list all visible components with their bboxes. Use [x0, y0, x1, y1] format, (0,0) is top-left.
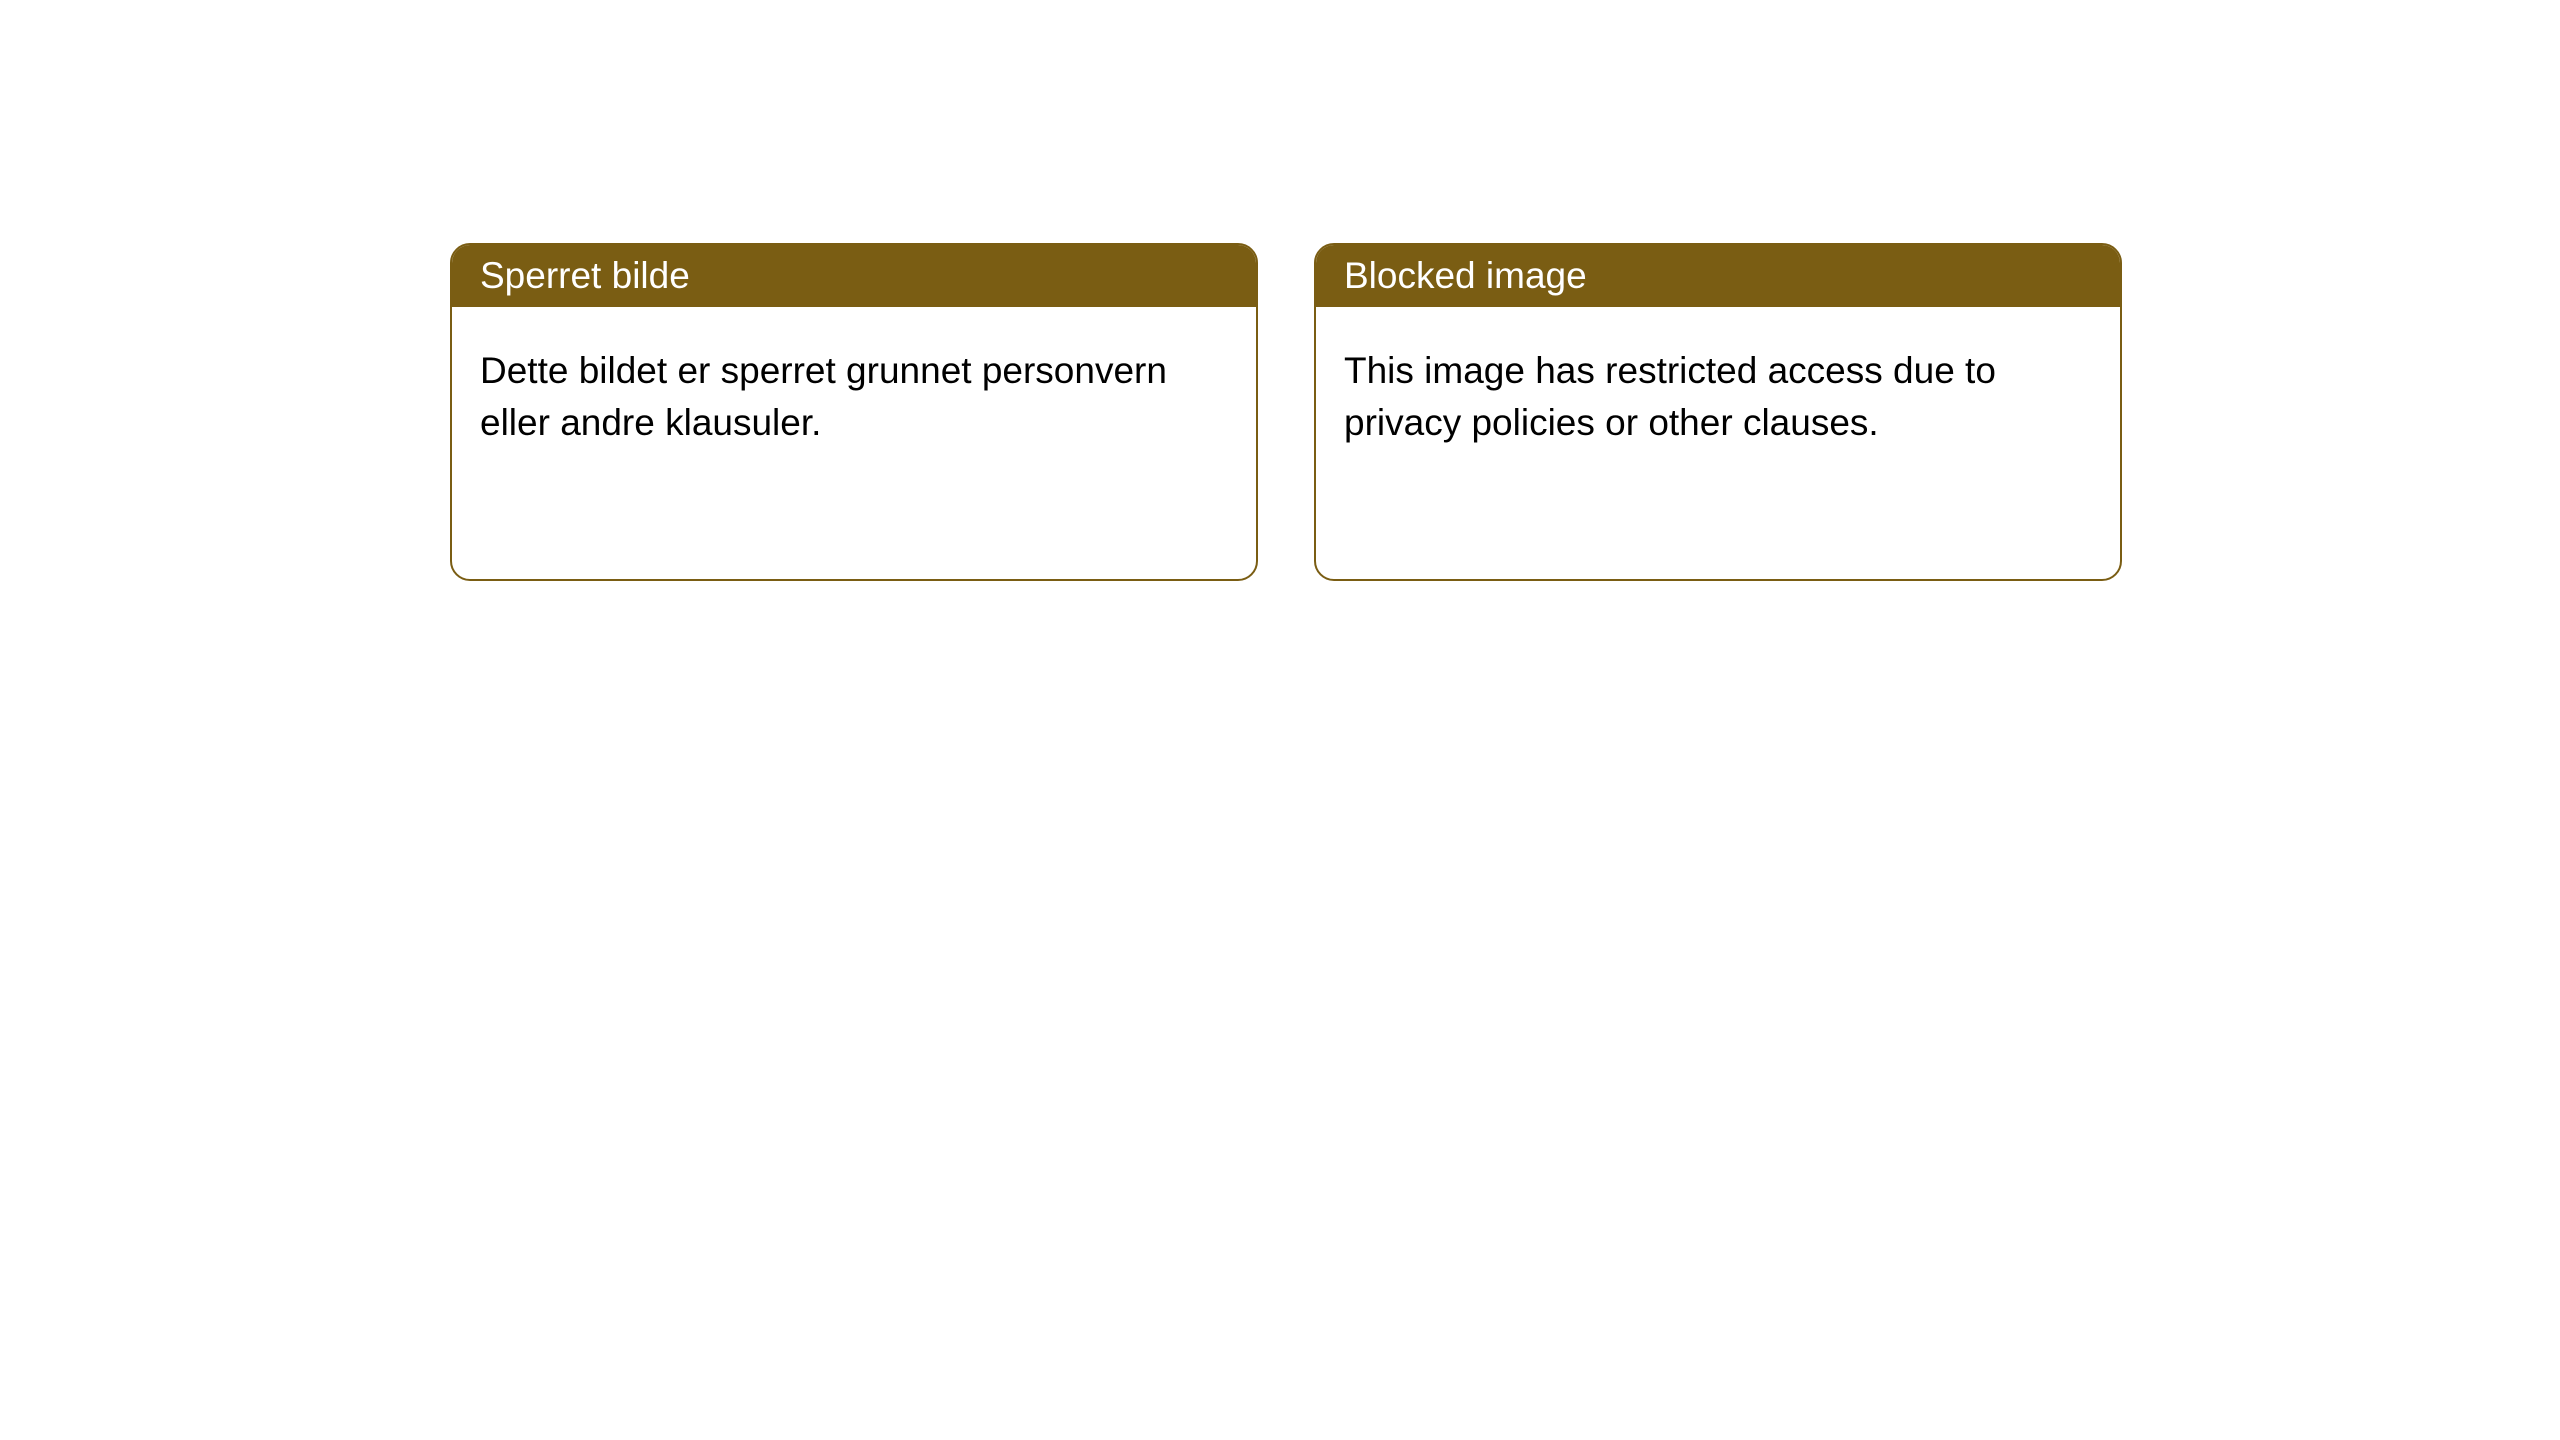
- card-body: Dette bildet er sperret grunnet personve…: [452, 307, 1256, 487]
- card-header-text: Blocked image: [1344, 255, 1587, 296]
- notice-card-container: Sperret bilde Dette bildet er sperret gr…: [450, 243, 2122, 581]
- notice-card-english: Blocked image This image has restricted …: [1314, 243, 2122, 581]
- notice-card-norwegian: Sperret bilde Dette bildet er sperret gr…: [450, 243, 1258, 581]
- card-header-text: Sperret bilde: [480, 255, 690, 296]
- card-header: Sperret bilde: [452, 245, 1256, 307]
- card-header: Blocked image: [1316, 245, 2120, 307]
- card-body-text: This image has restricted access due to …: [1344, 350, 1996, 443]
- card-body: This image has restricted access due to …: [1316, 307, 2120, 487]
- card-body-text: Dette bildet er sperret grunnet personve…: [480, 350, 1167, 443]
